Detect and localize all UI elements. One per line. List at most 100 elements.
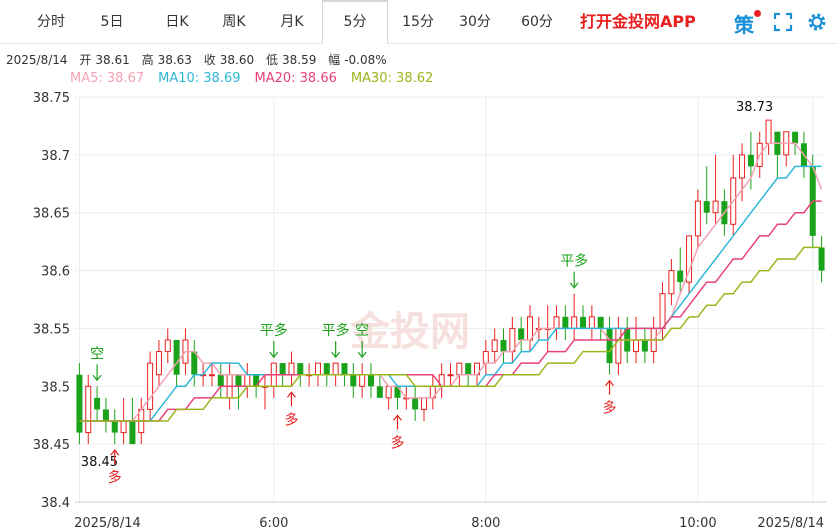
x-tick-label: 2025/8/14 [74,516,141,530]
x-tick-label: 10:00 [679,516,716,530]
signal-label-short: 空 [90,346,104,362]
signal-arrowhead [393,414,402,421]
signal-label-long: 多 [603,400,617,417]
candle-body [173,340,180,375]
candle-body [580,316,587,329]
candle-body [279,363,286,375]
y-tick-label: 38.5 [41,380,70,395]
ohlc-info: 2025/8/14 开 38.61 高 38.63 收 38.60 低 38.59 幅-… [6,51,395,68]
candle-body [606,328,613,364]
open-value: 38.61 [95,53,130,67]
candle-body [288,362,295,376]
candle-body [94,397,101,410]
candle-body [155,351,162,376]
candle-body [747,154,754,167]
signal-label-close: 平多 [322,322,350,339]
tab-5[interactable]: 5分 [322,0,388,44]
candle-body [694,200,701,237]
candle-body [102,409,109,421]
candle-body [668,270,675,295]
signal-label-short: 空 [355,323,369,339]
candle-body [456,362,463,376]
fullscreen-icon[interactable] [773,12,793,32]
candle-body [164,339,171,353]
candle-body [147,362,154,410]
candle-body [491,339,498,353]
candle-body [686,235,693,283]
signal-arrowhead [92,374,102,382]
gear-icon[interactable] [806,11,828,33]
tab-0[interactable]: 分时 [37,14,65,30]
y-tick-label: 38.6 [41,265,70,280]
tab-8[interactable]: 60分 [521,14,553,30]
tab-4[interactable]: 月K [280,14,304,30]
candle-body [314,362,321,376]
min-price-label: 38.45 [81,455,118,470]
y-tick-label: 38.45 [33,438,70,453]
candle-body [191,351,198,375]
info-date: 2025/8/14 [6,53,68,67]
candle-body [659,293,666,329]
ma-legend-2: MA20: 38.66 [254,71,337,86]
y-tick-label: 38.4 [41,496,70,511]
candle-body [120,420,127,434]
amp-label: 幅 [328,53,341,67]
candle-body [412,397,419,410]
signal-label-long: 多 [284,411,298,428]
ma-legend: MA5: 38.67 MA10: 38.69 MA20: 38.66 MA30: 38… [70,71,447,86]
candle-body [500,340,507,352]
signal-label-long: 多 [390,434,404,451]
x-tick-label: 2025/8/14 [757,516,824,530]
y-tick-label: 38.55 [33,322,70,337]
x-tick-label: 6:00 [259,516,288,530]
candle-body [571,316,578,329]
candle-body [482,351,489,364]
tab-3[interactable]: 周K [222,14,246,30]
candle-body [217,374,224,387]
candle-body [518,328,525,340]
ma-legend-1: MA10: 38.69 [158,71,241,86]
signal-arrowhead [569,282,579,289]
signal-arrowhead [605,379,615,387]
tab-7[interactable]: 30分 [459,14,491,30]
signal-arrowhead [357,351,367,359]
notification-dot [754,10,761,17]
signal-arrowhead [110,449,120,456]
candle-body [588,316,595,329]
candle-body [253,374,260,387]
candle-body [235,374,242,387]
candle-body [597,316,604,329]
y-tick-label: 38.75 [33,91,70,106]
low-label: 低 [265,53,278,67]
candle-body [244,374,251,387]
tab-2[interactable]: 日K [165,14,189,30]
candle-body [76,374,83,433]
ma-legend-0: MA5: 38.67 [70,71,145,86]
candle-body [367,374,374,387]
signal-arrowhead [269,351,279,359]
candle-body [359,374,366,387]
amp-value: -0.08% [344,53,387,67]
low-value: 38.59 [281,53,317,67]
close-value: 38.60 [219,53,255,67]
candle-body [350,374,357,387]
signal-arrowhead [286,391,296,398]
ma-legend-3: MA30: 38.62 [350,71,434,86]
candle-body [677,270,684,283]
candle-body [712,200,719,214]
strategy-icon[interactable]: 策 [734,13,754,37]
open-app-link[interactable]: 打开金投网APP [580,12,696,31]
tab-1[interactable]: 5日 [100,14,124,30]
candle-body [553,316,560,329]
ma-line-ma30 [79,246,822,422]
open-label: 开 [79,53,92,67]
candle-body [111,421,118,433]
candle-body [385,385,392,399]
high-label: 高 [141,53,154,67]
y-tick-label: 38.7 [41,149,70,164]
candle-body [447,374,454,377]
candle-body [465,363,472,375]
candle-body [615,327,622,364]
high-value: 38.63 [157,53,192,67]
tab-6[interactable]: 15分 [402,14,434,30]
